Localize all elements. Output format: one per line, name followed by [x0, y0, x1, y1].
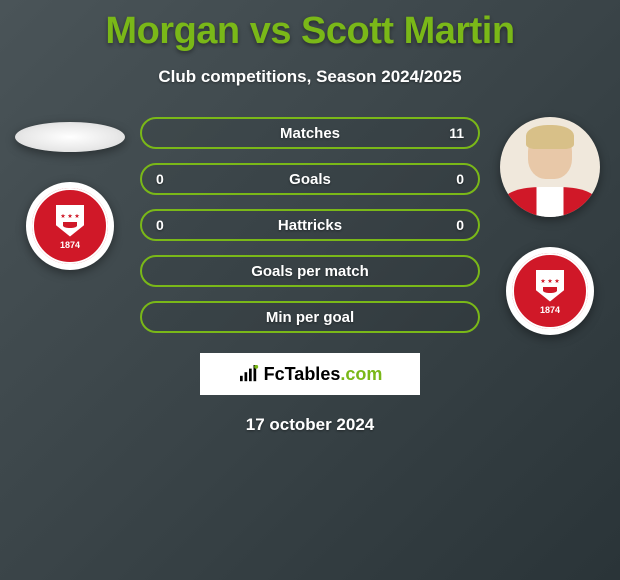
- chart-icon: [238, 365, 260, 383]
- comparison-card: Morgan vs Scott Martin Club competitions…: [0, 0, 620, 435]
- club-crest-left: 1874: [26, 182, 114, 270]
- stat-row: Min per goal: [140, 301, 480, 333]
- crest-year: 1874: [60, 240, 80, 250]
- stats-table: Matches 11 0 Goals 0 0 Hattricks 0 Goals…: [140, 117, 480, 333]
- stat-label: Goals: [289, 171, 331, 188]
- crest-inner: 1874: [512, 253, 588, 329]
- stat-value-left: 0: [156, 171, 186, 187]
- page-title: Morgan vs Scott Martin: [0, 10, 620, 53]
- site-logo-text: FcTables.com: [264, 364, 383, 385]
- stat-row: Goals per match: [140, 255, 480, 287]
- stat-row: 0 Hattricks 0: [140, 209, 480, 241]
- right-side: 1874: [490, 117, 610, 335]
- main-content: 1874 Matches 11 0 Goals 0 0 Hattricks 0: [0, 117, 620, 335]
- crest-year: 1874: [540, 305, 560, 315]
- comparison-date: 17 october 2024: [0, 415, 620, 435]
- stat-value-right: 0: [434, 217, 464, 233]
- stat-label: Hattricks: [278, 217, 342, 234]
- stat-value-right: 11: [434, 125, 464, 141]
- site-branding[interactable]: FcTables.com: [200, 353, 420, 395]
- club-crest-right: 1874: [506, 247, 594, 335]
- player-avatar-right: [500, 117, 600, 217]
- stat-label: Goals per match: [251, 263, 369, 280]
- shield-icon: [56, 205, 84, 237]
- stat-row: Matches 11: [140, 117, 480, 149]
- stat-row: 0 Goals 0: [140, 163, 480, 195]
- crest-inner: 1874: [32, 188, 108, 264]
- subtitle: Club competitions, Season 2024/2025: [0, 67, 620, 87]
- player-avatar-left: [15, 122, 125, 152]
- shield-icon: [536, 270, 564, 302]
- stat-label: Min per goal: [266, 309, 354, 326]
- stat-value-right: 0: [434, 171, 464, 187]
- stat-label: Matches: [280, 125, 340, 142]
- stat-value-left: 0: [156, 217, 186, 233]
- left-side: 1874: [10, 117, 130, 270]
